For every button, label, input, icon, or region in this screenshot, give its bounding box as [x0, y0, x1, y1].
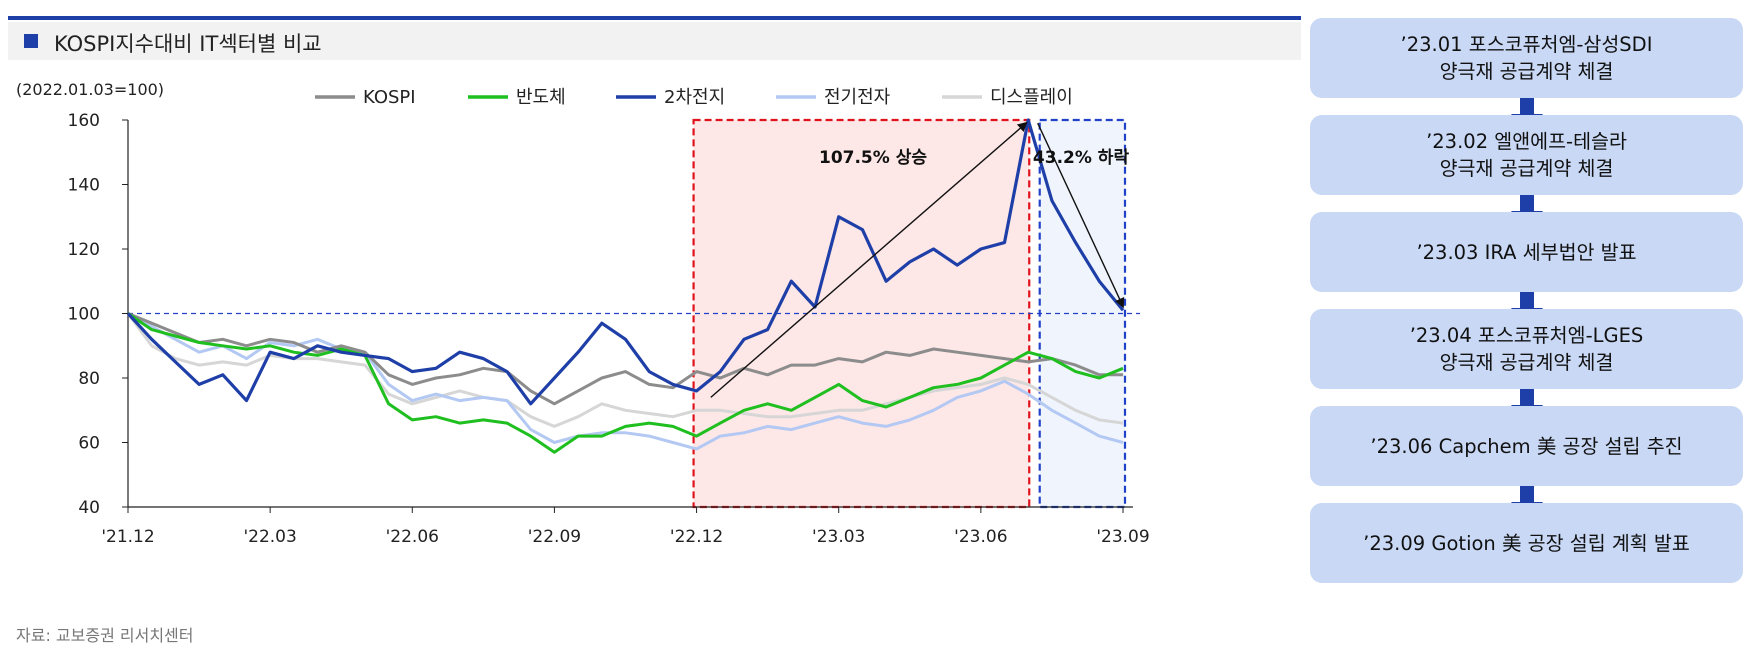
y-tick-label: 40	[78, 498, 100, 518]
y-tick-label: 140	[68, 176, 100, 196]
base-label: (2022.01.03=100)	[16, 80, 164, 99]
source-note: 자료: 교보증권 리서치센터	[16, 626, 194, 645]
x-tick-label: '21.12	[101, 527, 154, 547]
timeline-step-line1: ’23.06 Capchem 美 공장 설립 추진	[1370, 434, 1683, 458]
x-tick-label: '23.03	[812, 527, 865, 547]
timeline-step-line1: ’23.01 포스코퓨처엠-삼성SDI	[1400, 33, 1653, 56]
y-tick-label: 100	[68, 305, 100, 325]
timeline-step: ’23.03 IRA 세부법안 발표	[1310, 212, 1743, 292]
series-line-반도체	[127, 312, 1124, 454]
x-tick-label: '22.09	[528, 527, 581, 547]
timeline-step-line1: ’23.02 엘앤에프-테슬라	[1426, 130, 1627, 153]
series-line-전기전자	[127, 312, 1124, 451]
series-line-2차전지	[126, 118, 1125, 406]
y-tick-label: 80	[78, 369, 100, 389]
y-tick-label: 120	[68, 240, 100, 260]
line-chart: 160 140 120 100 80 60 40'21.12 '22.03 '22.06 '22.…	[16, 80, 1150, 547]
y-tick-label: 160	[68, 111, 100, 131]
annotation-arrow	[1037, 122, 1125, 309]
legend-label: 디스플레이	[990, 87, 1073, 108]
x-tick-label: '22.12	[670, 527, 723, 547]
y-tick-label: 60	[78, 434, 100, 454]
annotation-label: 43.2% 하락	[1033, 148, 1130, 168]
x-tick-label: '23.06	[954, 527, 1007, 547]
timeline-step-line2: 양극재 공급계약 체결	[1439, 60, 1614, 83]
timeline-panel: ’23.01 포스코퓨처엠-삼성SDI 양극재 공급계약 체결 ’23.02 엘앤에…	[1310, 18, 1747, 640]
timeline-step: ’23.09 Gotion 美 공장 설립 계획 발표	[1310, 503, 1743, 583]
title-top-rule	[8, 16, 1301, 20]
timeline-step-line2: 양극재 공급계약 체결	[1439, 351, 1614, 374]
timeline-step: ’23.06 Capchem 美 공장 설립 추진	[1310, 406, 1743, 486]
timeline-step-line1: ’23.03 IRA 세부법안 발표	[1416, 240, 1637, 264]
title-bullet-square-icon	[24, 34, 38, 48]
x-tick-label: '22.06	[386, 527, 439, 547]
timeline-step: ’23.01 포스코퓨처엠-삼성SDI 양극재 공급계약 체결	[1310, 18, 1743, 98]
annotation-arrow	[710, 121, 1028, 398]
legend-label: 반도체	[516, 87, 566, 108]
legend-label: 2차전지	[664, 87, 725, 108]
annotation-label: 107.5% 상승	[819, 148, 927, 168]
timeline-step-line2: 양극재 공급계약 체결	[1439, 157, 1614, 180]
title-bar: KOSPI지수대비 IT섹터별 비교	[8, 22, 1301, 60]
series-line-KOSPI	[127, 312, 1123, 406]
timeline-step-line1: ’23.04 포스코퓨처엠-LGES	[1409, 324, 1644, 347]
timeline-step: ’23.04 포스코퓨처엠-LGES 양극재 공급계약 체결	[1310, 309, 1743, 389]
legend-label: KOSPI	[363, 87, 416, 108]
x-tick-label: '23.09	[1096, 527, 1149, 547]
page-title: KOSPI지수대비 IT섹터별 비교	[54, 32, 322, 56]
legend-label: 전기전자	[824, 87, 891, 108]
timeline-step-line1: ’23.09 Gotion 美 공장 설립 계획 발표	[1363, 531, 1690, 555]
x-tick-label: '22.03	[243, 527, 296, 547]
